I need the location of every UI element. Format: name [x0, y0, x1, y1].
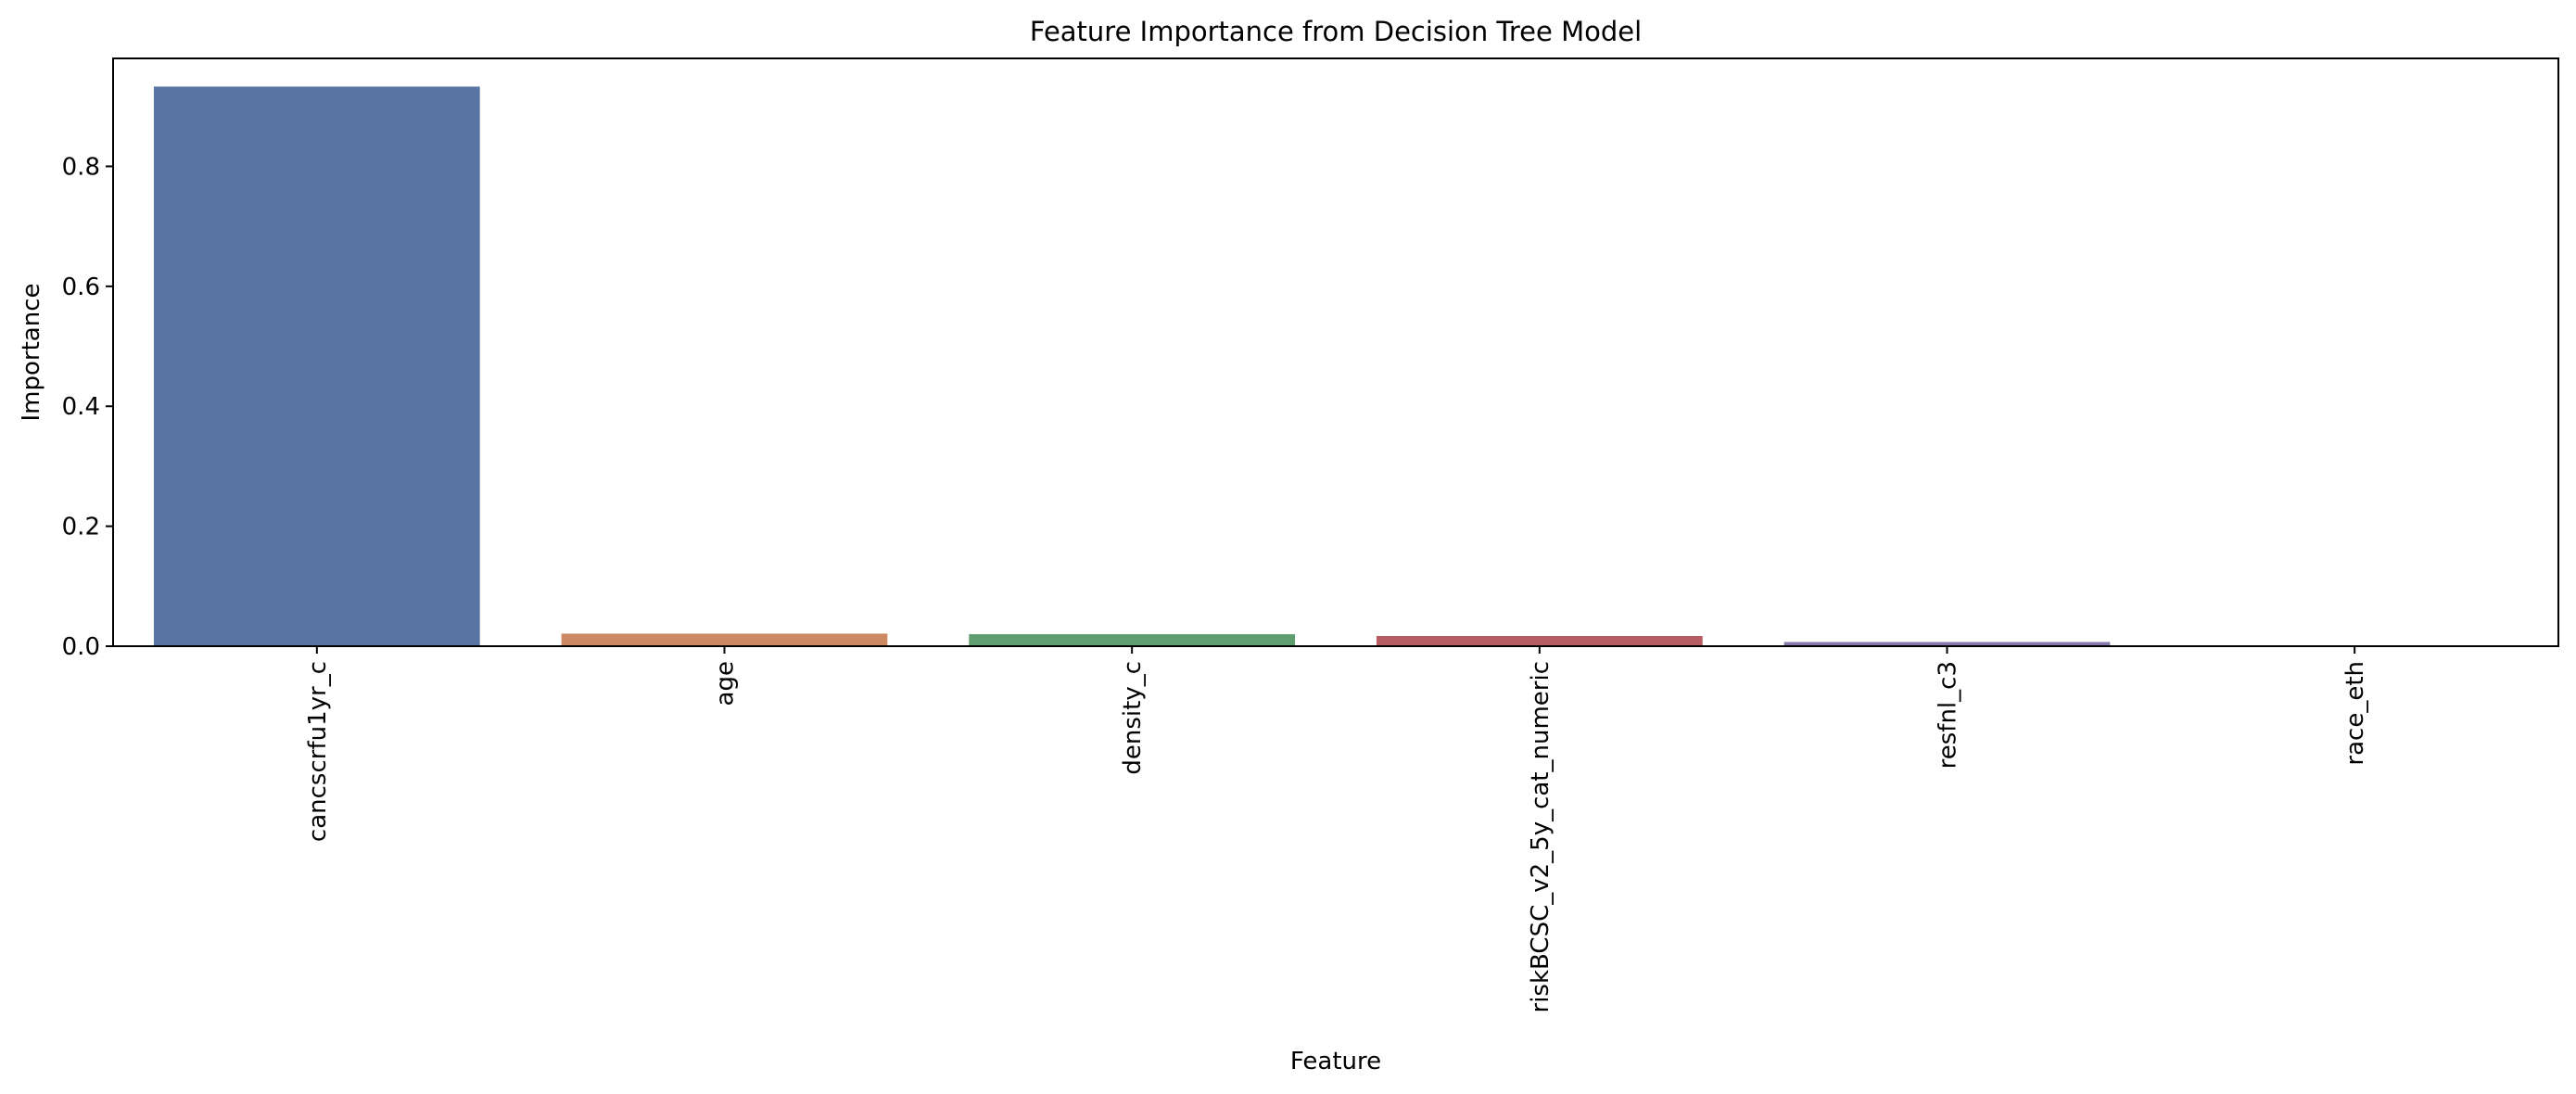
y-axis-ticks: 0.0 0.2 0.4 0.6 0.8: [62, 153, 113, 661]
bar-age: [561, 633, 888, 646]
bar-resfnl_c3: [1783, 642, 2111, 646]
y-axis-label: Importance: [18, 284, 45, 422]
y-tick-label: 0.6: [62, 274, 100, 301]
x-tick-label: race_eth: [2341, 661, 2369, 766]
x-tick-label: age: [712, 661, 740, 706]
y-tick-label: 0.2: [62, 514, 100, 541]
x-tick-label: density_c: [1119, 661, 1147, 775]
x-tick-label: resfnl_c3: [1935, 661, 1962, 769]
y-tick-label: 0.0: [62, 633, 100, 661]
chart-title: Feature Importance from Decision Tree Mo…: [1030, 16, 1642, 47]
plot-frame: [112, 57, 2559, 647]
bars-group: [153, 86, 2519, 646]
x-tick-label: riskBCSC_v2_5y_cat_numeric: [1527, 661, 1554, 1012]
bar-cancscrfu1yr_c: [153, 86, 480, 646]
x-axis-ticks: cancscrfu1yr_c age density_c riskBCSC_v2_5y…: [304, 646, 2369, 1012]
y-tick-label: 0.4: [62, 393, 100, 421]
y-tick-label: 0.8: [62, 153, 100, 181]
bar-density_c: [969, 634, 1296, 646]
x-tick-label: cancscrfu1yr_c: [304, 661, 332, 842]
x-axis-label: Feature: [1290, 1048, 1381, 1075]
bar-riskBCSC_v2_5y_cat_numeric: [1376, 636, 1703, 646]
